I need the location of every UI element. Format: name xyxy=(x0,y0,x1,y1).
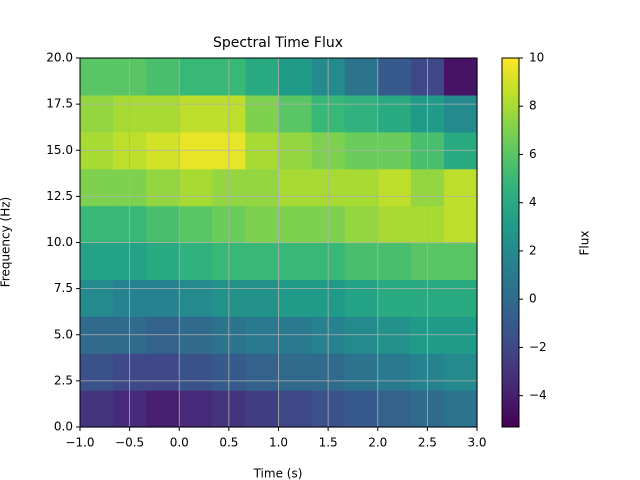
heatmap-cell xyxy=(245,205,280,244)
chart-title: Spectral Time Flux xyxy=(213,35,343,51)
heatmap-cell xyxy=(245,58,280,96)
heatmap-cell xyxy=(377,353,412,391)
y-tick-label: 17.5 xyxy=(46,97,73,111)
colorbar-tick-label: 10 xyxy=(529,51,544,65)
x-tick-label: 1.0 xyxy=(269,436,288,450)
colorbar-label: Flux xyxy=(578,231,592,256)
x-tick-label: 2.0 xyxy=(368,436,387,450)
heatmap-cell xyxy=(377,168,412,207)
heatmap-cell xyxy=(146,353,180,391)
heatmap-cell xyxy=(377,242,412,280)
colorbar xyxy=(501,57,520,428)
heatmap-cell xyxy=(80,58,114,96)
x-tick-label: 2.5 xyxy=(418,436,437,450)
x-tick-label: 0.0 xyxy=(170,436,189,450)
x-tick-label: 3.0 xyxy=(467,436,486,450)
heatmap-cell xyxy=(377,94,412,133)
heatmap-cell xyxy=(245,168,280,207)
heatmap-cell xyxy=(179,205,213,244)
heatmap-cell xyxy=(443,94,478,133)
heatmap-cell xyxy=(377,279,412,317)
heatmap-cell xyxy=(80,242,114,280)
heatmap-cell xyxy=(278,390,313,428)
heatmap-cell xyxy=(179,58,213,96)
heatmap-cell xyxy=(278,168,313,207)
heatmap-cell xyxy=(443,390,478,428)
colorbar-tick-label: 8 xyxy=(529,99,537,113)
heatmap-cell xyxy=(146,279,180,317)
colorbar-tick-label: 4 xyxy=(529,195,537,209)
x-tick-label: −1.0 xyxy=(65,436,94,450)
y-tick-label: 12.5 xyxy=(46,189,73,203)
heatmap-cell xyxy=(344,58,379,96)
heatmap-cell xyxy=(377,205,412,244)
heatmap-cell xyxy=(245,279,280,317)
heatmap-cell xyxy=(146,94,180,133)
heatmap-cell xyxy=(278,242,313,280)
heatmap-cell xyxy=(344,168,379,207)
heatmap-cell xyxy=(278,353,313,391)
heatmap-cell xyxy=(278,58,313,96)
heatmap-cell xyxy=(443,279,478,317)
heatmap-cell xyxy=(80,94,114,133)
heatmap-cell xyxy=(146,390,180,428)
colorbar-tick-label: 2 xyxy=(529,243,537,257)
heatmap-cell xyxy=(179,168,213,207)
heatmap-cell xyxy=(344,94,379,133)
heatmap-cell xyxy=(344,242,379,280)
heatmap-cell xyxy=(278,279,313,317)
colorbar-tick-label: −2 xyxy=(529,340,547,354)
heatmap-cell xyxy=(344,353,379,391)
heatmap-cell xyxy=(245,353,280,391)
heatmap-cell xyxy=(344,279,379,317)
y-tick-label: 20.0 xyxy=(46,51,73,65)
x-axis-label: Time (s) xyxy=(253,467,303,480)
y-tick-label: 10.0 xyxy=(46,235,73,249)
heatmap-cell xyxy=(146,58,180,96)
heatmap-cell xyxy=(80,168,114,207)
heatmap-cell xyxy=(245,390,280,428)
heatmap-cell xyxy=(179,353,213,391)
heatmap-cell xyxy=(179,94,213,133)
heatmap-cell xyxy=(278,205,313,244)
heatmap-cell xyxy=(443,242,478,280)
y-tick-label: 2.5 xyxy=(54,373,73,387)
x-tick-label: −0.5 xyxy=(115,436,144,450)
heatmap-cell xyxy=(80,205,114,244)
x-tick-label: 0.5 xyxy=(219,436,238,450)
y-tick-label: 5.0 xyxy=(54,327,73,341)
heatmap-cell xyxy=(80,353,114,391)
colorbar-tick-label: −4 xyxy=(529,388,547,402)
heatmap-cell xyxy=(146,205,180,244)
heatmap-cell xyxy=(377,58,412,96)
heatmap-cell xyxy=(245,242,280,280)
heatmap-cell xyxy=(443,205,478,244)
y-tick-label: 15.0 xyxy=(46,143,73,157)
heatmap-cell xyxy=(344,205,379,244)
y-tick-label: 0.0 xyxy=(54,420,73,434)
heatmap-cell xyxy=(80,390,114,428)
plot-frame xyxy=(79,57,478,428)
heatmap-cell xyxy=(179,390,213,428)
colorbar-tick-label: 6 xyxy=(529,147,537,161)
heatmap-cell xyxy=(179,279,213,317)
x-tick-label: 1.5 xyxy=(319,436,338,450)
heatmap-cell xyxy=(179,242,213,280)
heatmap-cell xyxy=(443,168,478,207)
heatmap-cell xyxy=(344,390,379,428)
heatmap-cell xyxy=(443,353,478,391)
y-tick-label: 7.5 xyxy=(54,281,73,295)
heatmap-cell xyxy=(443,58,478,96)
heatmap-cell xyxy=(146,168,180,207)
y-axis-label: Frequency (Hz) xyxy=(0,197,13,288)
heatmap-cell xyxy=(278,94,313,133)
heatmap-cell xyxy=(377,390,412,428)
heatmap-cell xyxy=(146,242,180,280)
heatmap-cell xyxy=(80,279,114,317)
colorbar-tick-label: 0 xyxy=(529,292,537,306)
heatmap-cell xyxy=(245,94,280,133)
